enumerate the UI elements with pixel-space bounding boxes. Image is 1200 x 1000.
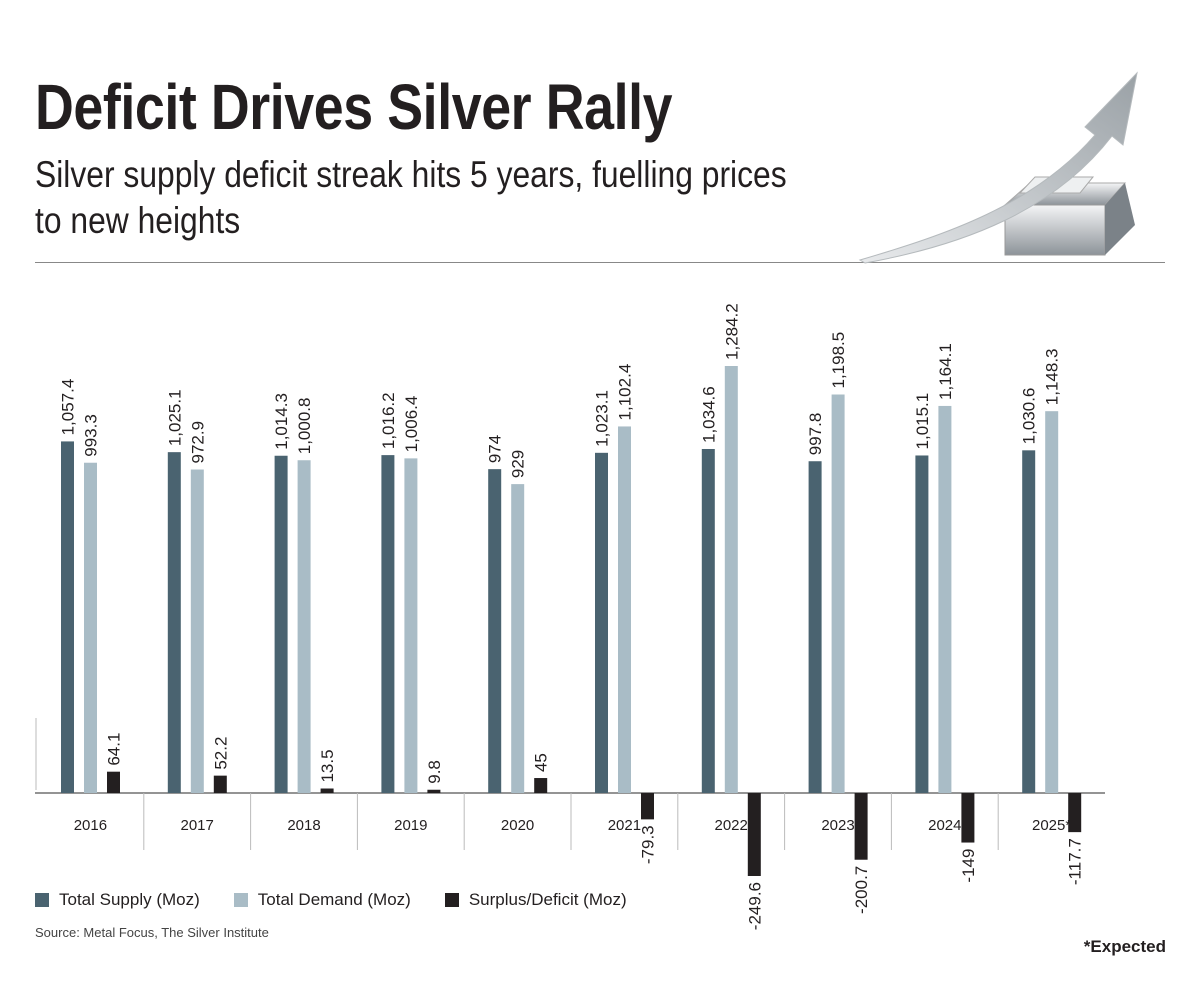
data-label: 1,016.2	[379, 392, 398, 449]
bar-deficit	[1068, 793, 1082, 833]
bar-demand	[297, 460, 311, 793]
data-label: 1,006.4	[402, 396, 421, 453]
x-tick-label: 2018	[287, 817, 320, 834]
chart-title: Deficit Drives Silver Rally	[35, 71, 673, 143]
data-label: 1,102.4	[616, 364, 635, 421]
data-label: 997.8	[806, 413, 825, 456]
data-label: 1,034.6	[699, 386, 718, 443]
data-label: 9.8	[425, 760, 444, 784]
bar-demand	[511, 484, 525, 793]
bar-supply	[488, 469, 502, 793]
bar-demand	[831, 394, 845, 793]
bar-deficit	[641, 793, 654, 820]
bar-supply	[808, 461, 822, 793]
data-label: -200.7	[852, 866, 871, 914]
bar-supply	[701, 448, 715, 793]
header-divider	[35, 262, 1165, 263]
silver-bars-arrow-icon	[858, 71, 1138, 264]
bar-deficit	[747, 793, 761, 876]
legend-item-deficit: Surplus/Deficit (Moz)	[444, 890, 627, 910]
bar-demand	[938, 405, 952, 793]
bar-demand	[84, 462, 97, 793]
data-label: 64.1	[105, 733, 124, 766]
data-label: 1,025.1	[165, 389, 184, 446]
x-tick-label: 2024	[928, 817, 961, 834]
bar-deficit	[534, 778, 548, 793]
x-tick-label: 2020	[501, 817, 534, 834]
legend-swatch-supply	[35, 893, 49, 907]
legend-label-deficit: Surplus/Deficit (Moz)	[468, 890, 627, 909]
bar-deficit	[107, 771, 120, 793]
bar-supply	[274, 455, 288, 793]
data-label: -117.7	[1066, 838, 1085, 885]
bar-deficit	[320, 788, 334, 793]
x-tick-label: 2021	[608, 817, 641, 834]
data-label: 1,284.2	[722, 303, 741, 360]
legend-item-demand: Total Demand (Moz)	[233, 890, 411, 910]
bar-deficit	[961, 793, 975, 843]
data-label: 993.3	[82, 414, 101, 457]
data-label: 1,030.6	[1020, 388, 1039, 445]
data-label: 52.2	[211, 737, 230, 770]
data-label: 1,164.1	[936, 343, 955, 400]
bar-demand	[404, 458, 418, 793]
bar-demand	[618, 426, 631, 793]
legend-label-demand: Total Demand (Moz)	[257, 890, 411, 909]
x-tick-label: 2017	[181, 817, 214, 834]
bar-demand	[190, 469, 204, 793]
data-label: 45	[532, 753, 551, 772]
x-tick-label: 2023	[821, 817, 854, 834]
data-label: 1,148.3	[1043, 348, 1062, 405]
bar-deficit	[427, 789, 441, 793]
bar-supply	[167, 452, 181, 793]
x-tick-label: 2022	[715, 817, 748, 834]
data-label: 1,023.1	[593, 390, 612, 447]
legend-label-supply: Total Supply (Moz)	[59, 890, 200, 909]
bar-supply	[595, 452, 608, 793]
data-label: 974	[486, 435, 505, 463]
x-tick-label: 2016	[74, 817, 107, 834]
x-tick-label: 2025*	[1032, 817, 1071, 834]
data-label: 1,057.4	[59, 379, 78, 436]
bar-deficit	[854, 793, 868, 860]
bar-supply	[1022, 450, 1036, 793]
bar-deficit	[213, 775, 227, 793]
bar-supply	[61, 441, 74, 793]
bar-supply	[915, 455, 929, 793]
legend: Total Supply (Moz) Total Demand (Moz) Su…	[35, 890, 627, 910]
bar-demand	[724, 366, 738, 793]
data-label: 1,198.5	[829, 332, 848, 389]
data-label: -249.6	[745, 882, 764, 930]
legend-swatch-demand	[233, 893, 248, 907]
chart-subtitle: Silver supply deficit streak hits 5 year…	[35, 154, 787, 241]
data-label: 1,000.8	[295, 397, 314, 454]
data-label: 972.9	[188, 421, 207, 464]
source-note: Source: Metal Focus, The Silver Institut…	[35, 925, 269, 940]
data-label: 1,014.3	[272, 393, 291, 450]
bar-demand	[1045, 411, 1059, 793]
x-tick-label: 2019	[394, 817, 427, 834]
bar-supply	[381, 455, 395, 793]
data-label: 13.5	[318, 749, 337, 782]
data-label: 1,015.1	[913, 393, 932, 450]
footnote: *Expected	[1083, 937, 1166, 956]
legend-swatch-deficit	[444, 893, 459, 907]
data-label: 929	[509, 450, 528, 478]
legend-item-supply: Total Supply (Moz)	[35, 890, 200, 910]
data-label: -79.3	[639, 825, 658, 864]
data-label: -149	[959, 849, 978, 883]
